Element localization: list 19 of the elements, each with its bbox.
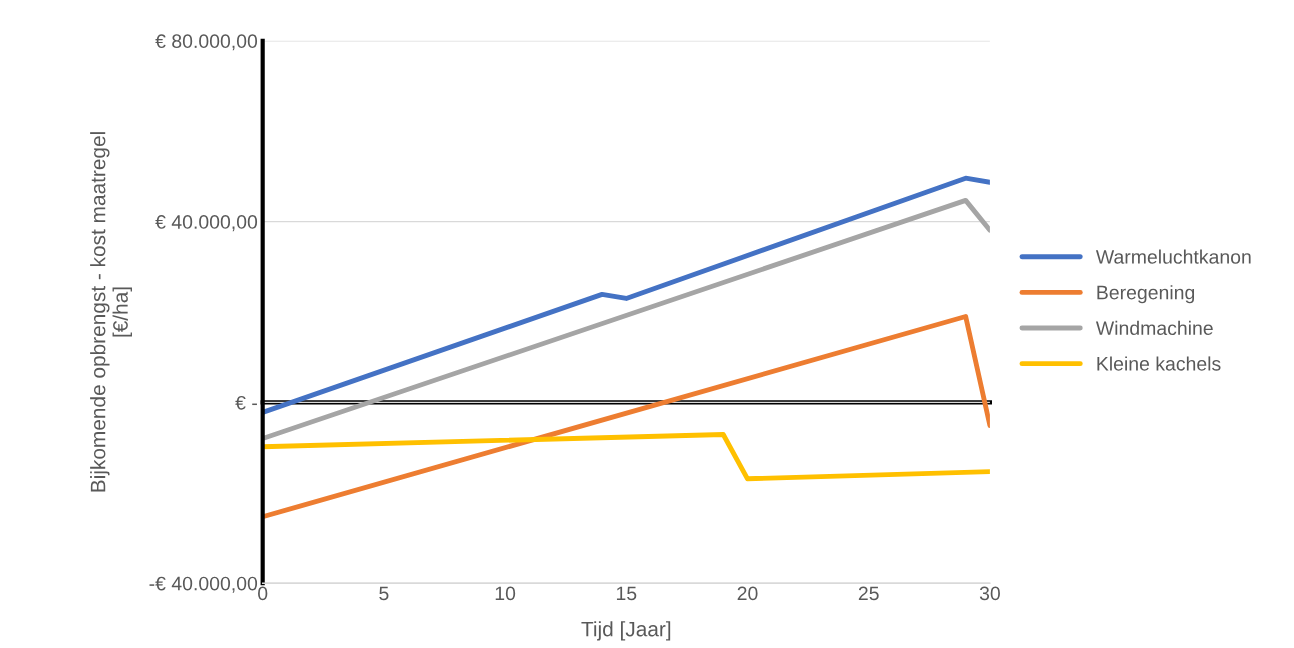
- legend-label: Warmeluchtkanon: [1095, 249, 1251, 264]
- x-tick-label: 0: [258, 586, 268, 601]
- x-tick-label: 5: [379, 586, 389, 601]
- line-series: [262, 432, 990, 482]
- x-tick-label: 30: [979, 586, 1000, 601]
- x-axis-title: Tijd [Jaar]: [581, 621, 671, 641]
- line-series: [262, 175, 990, 415]
- x-tick-label: 20: [737, 586, 758, 601]
- y-axis-title: Bijkomende opbrengst - kost maatregel [€/ha]: [90, 132, 132, 492]
- legend-label: Kleine kachels: [1097, 356, 1221, 371]
- y-tick-label: € 40.000,00: [155, 215, 258, 232]
- x-tick-label: 25: [858, 586, 879, 601]
- y-tick-label: € -: [235, 395, 257, 410]
- x-tick-label: 10: [495, 586, 516, 601]
- x-tick-label: 15: [616, 586, 637, 601]
- legend-label: Beregening: [1097, 285, 1195, 304]
- legend-label: Windmachine: [1095, 320, 1213, 336]
- y-tick-label: -€ 40.000,00: [149, 576, 258, 593]
- y-tick-label: € 80.000,00: [155, 34, 258, 51]
